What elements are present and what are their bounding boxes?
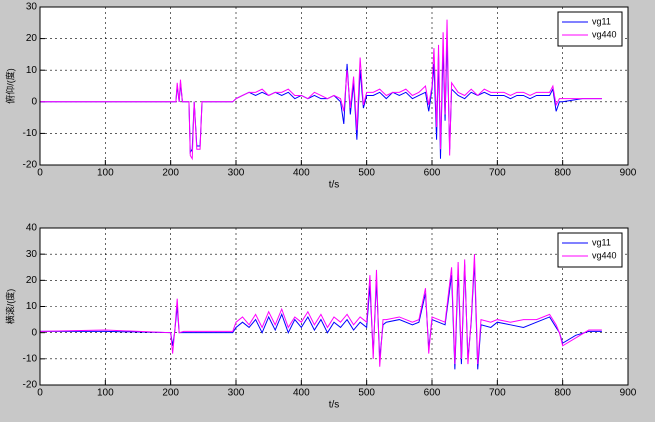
y-tick-label: -10 [23, 353, 38, 364]
legend-label: vg440 [592, 29, 617, 39]
x-tick-label: 100 [97, 168, 114, 179]
y-tick-label: 30 [26, 2, 38, 13]
legend-box [557, 232, 623, 268]
x-tick-label: 700 [489, 168, 506, 179]
x-tick-label: 400 [293, 388, 310, 399]
x-tick-label: 500 [358, 388, 375, 399]
x-tick-label: 400 [293, 168, 310, 179]
plot-frame [39, 227, 629, 386]
x-tick-label: 600 [424, 168, 441, 179]
legend-box [557, 11, 623, 47]
series-line [40, 19, 602, 161]
y-axis-label: 横滚/(度) [4, 289, 15, 325]
y-tick-label: -20 [23, 380, 38, 391]
y-tick-label: -20 [23, 160, 38, 171]
x-tick-label: 100 [97, 388, 114, 399]
plot-area [40, 7, 628, 165]
plot-area [40, 228, 628, 385]
y-tick-label: 0 [31, 96, 37, 107]
x-tick-label: 800 [554, 388, 571, 399]
y-tick-label: 0 [31, 327, 37, 338]
y-axis-label: 俯仰/(度) [4, 68, 15, 104]
legend-label: vg11 [592, 16, 611, 26]
series-line [39, 254, 602, 367]
x-tick-label: 0 [37, 388, 43, 399]
x-tick-label: 200 [162, 388, 179, 399]
y-tick-label: 10 [26, 65, 38, 76]
y-tick-label: 40 [26, 223, 38, 234]
y-tick-label: 10 [26, 301, 38, 312]
y-tick-label: 30 [26, 249, 38, 260]
legend-label: vg440 [592, 250, 617, 260]
x-tick-label: 600 [424, 388, 441, 399]
x-tick-label: 800 [554, 168, 571, 179]
x-tick-label: 900 [620, 168, 637, 179]
y-tick-label: -10 [23, 128, 38, 139]
x-tick-label: 200 [162, 168, 179, 179]
x-tick-label: 300 [228, 388, 245, 399]
plot-frame [39, 6, 629, 166]
x-tick-label: 500 [358, 168, 375, 179]
x-tick-label: 700 [489, 388, 506, 399]
y-tick-label: 20 [26, 275, 38, 286]
x-axis-label: t/s [329, 180, 340, 191]
x-tick-label: 0 [37, 168, 43, 179]
x-axis-label: t/s [329, 400, 340, 411]
y-tick-label: 20 [26, 33, 38, 44]
x-tick-label: 300 [228, 168, 245, 179]
x-tick-label: 900 [620, 388, 637, 399]
legend-label: vg11 [592, 237, 611, 247]
